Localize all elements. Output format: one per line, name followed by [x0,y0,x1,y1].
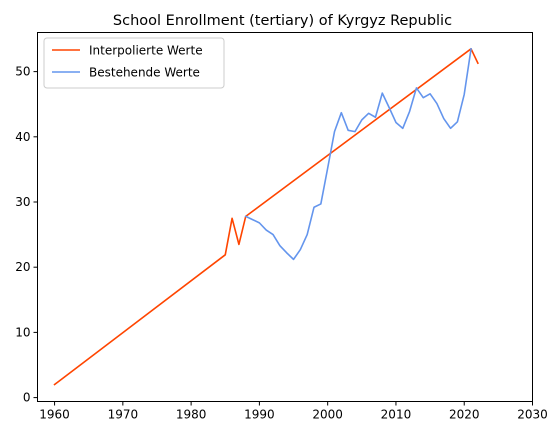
x-tick-label: 1980 [176,408,207,422]
y-tick-label: 40 [15,130,30,144]
x-tick-label: 2030 [517,408,548,422]
plot-lines [53,47,479,386]
series-line-2 [244,47,472,261]
x-tick-label: 1990 [244,408,275,422]
y-tick-label: 10 [15,325,30,339]
legend-label: Interpolierte Werte [89,44,203,58]
x-tick-label: 2000 [312,408,343,422]
y-tick-label: 0 [23,391,31,405]
legend-label: Bestehende Werte [89,66,200,80]
x-tick-label: 2020 [449,408,480,422]
y-axis: 0 10 20 30 40 50 [15,65,38,405]
y-tick-label: 20 [15,260,30,274]
y-tick-label: 50 [15,65,30,79]
legend-box [43,37,225,89]
chart-title: School Enrollment (tertiary) of Kyrgyz R… [113,13,452,29]
legend: Interpolierte Werte Bestehende Werte [43,37,225,89]
x-axis: 1960 1970 1980 1990 2000 2010 2020 2030 [39,401,548,422]
plot-frame [37,32,533,402]
series-line-1 [53,47,479,386]
y-tick-label: 30 [15,195,30,209]
x-tick-label: 1960 [39,408,70,422]
x-tick-label: 1970 [108,408,139,422]
x-tick-label: 2010 [381,408,412,422]
